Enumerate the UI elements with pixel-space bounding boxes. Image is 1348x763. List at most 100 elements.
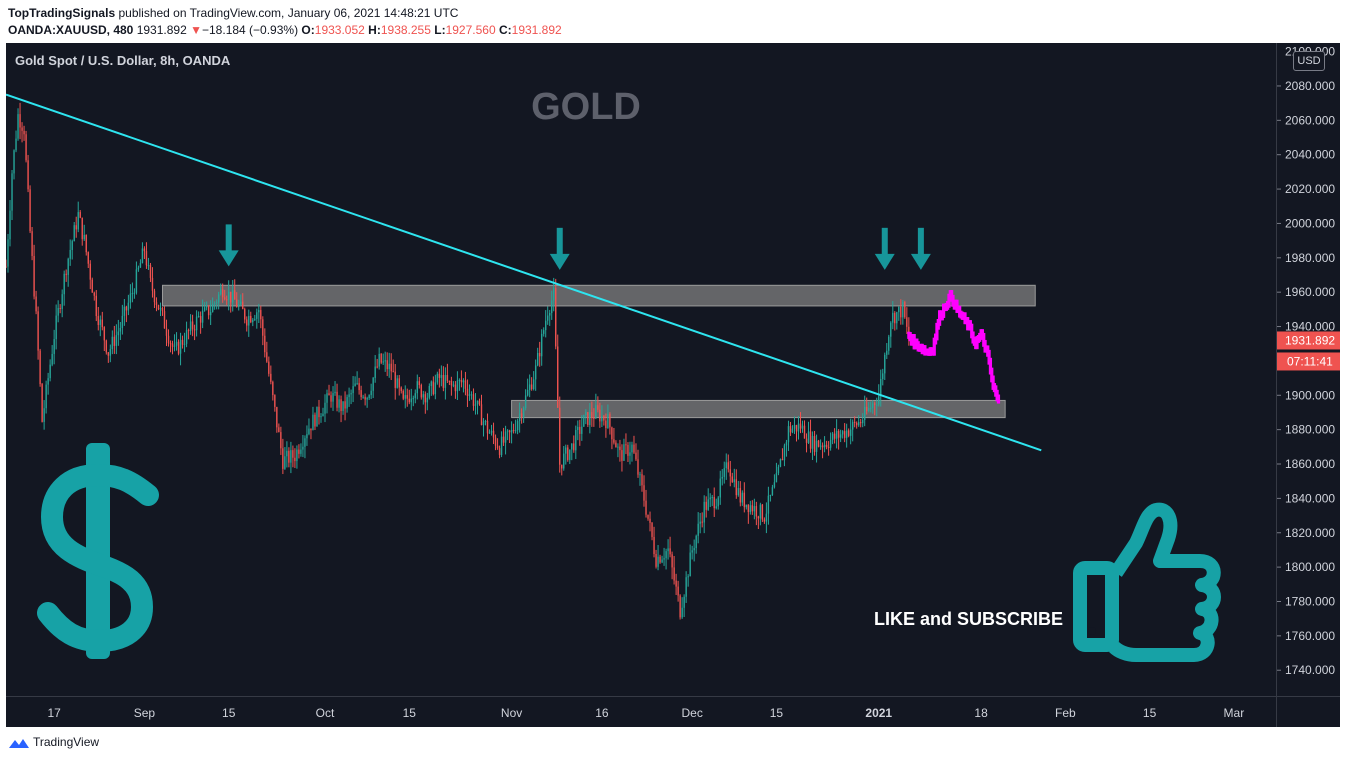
candle	[669, 536, 671, 558]
zone-1	[511, 399, 1006, 419]
price-axis[interactable]: 1740.000 1760.000 1780.000 1800.000 1820.000…	[1276, 43, 1340, 696]
candle	[7, 233, 9, 273]
candle	[111, 330, 114, 355]
candle	[864, 395, 866, 427]
candle	[452, 381, 455, 388]
candle	[418, 376, 421, 389]
candle	[751, 500, 754, 515]
candle	[894, 311, 896, 331]
candle	[902, 299, 904, 325]
candle	[163, 306, 166, 329]
candle	[366, 396, 368, 408]
candle	[450, 376, 453, 396]
candle	[821, 442, 824, 459]
candle	[440, 365, 443, 387]
candle	[434, 374, 437, 400]
close-value: 1931.892	[511, 23, 562, 37]
candle	[374, 355, 376, 383]
candle	[866, 397, 868, 415]
candle	[727, 454, 729, 473]
candle	[35, 290, 37, 315]
candle	[605, 413, 607, 438]
low-label: L:	[434, 23, 446, 37]
candle	[93, 291, 95, 301]
candle	[342, 401, 344, 415]
candle	[246, 316, 248, 332]
candle	[49, 359, 51, 382]
candle	[310, 428, 312, 440]
candle	[15, 130, 17, 153]
candle	[841, 430, 844, 439]
candle	[185, 321, 188, 348]
candle	[270, 365, 272, 385]
candle	[741, 490, 744, 506]
candle	[89, 260, 91, 290]
candle	[532, 371, 535, 391]
y-tick-label: 2080.000	[1285, 79, 1335, 93]
candle	[296, 445, 298, 469]
candle	[847, 428, 850, 438]
candle	[260, 305, 262, 329]
candle	[464, 371, 467, 396]
candle	[761, 503, 764, 522]
y-tick-label: 1900.000	[1285, 388, 1335, 402]
candle	[908, 317, 910, 346]
candle	[492, 422, 495, 445]
candle	[430, 380, 433, 396]
candle	[831, 431, 834, 445]
candle	[71, 239, 73, 260]
candle	[133, 288, 136, 299]
candle	[386, 352, 388, 377]
candle	[191, 314, 194, 337]
candle	[679, 594, 681, 620]
y-tick-label: 1860.000	[1285, 457, 1335, 471]
ohlc-line: OANDA:XAUUSD, 480 1931.892 ▼−18.184 (−0.…	[8, 23, 562, 37]
candle	[663, 547, 665, 566]
candle	[312, 406, 314, 431]
candle	[555, 278, 557, 350]
candle	[416, 374, 418, 400]
currency-button[interactable]: USD	[1293, 51, 1325, 71]
candle	[376, 358, 378, 369]
candle	[623, 438, 625, 462]
candle	[803, 420, 806, 439]
candle	[789, 421, 792, 437]
candle	[436, 371, 439, 385]
candle	[502, 427, 505, 446]
candle	[63, 270, 65, 306]
candle	[256, 308, 258, 329]
candle	[23, 125, 25, 141]
candle	[352, 376, 354, 403]
projection-bar	[935, 322, 939, 341]
candle	[67, 257, 69, 287]
candle	[113, 325, 116, 354]
y-tick-label: 1840.000	[1285, 491, 1335, 505]
candle	[817, 439, 820, 448]
plot-area[interactable]: GOLD LIKE and SUBSCRIBE	[6, 43, 1276, 696]
chart-area[interactable]: GOLD LIKE and SUBSCRIBE Gold Spot / U.S.…	[6, 43, 1340, 727]
candle	[57, 300, 59, 323]
candle	[815, 434, 818, 463]
candle	[264, 328, 266, 358]
author-name[interactable]: TopTradingSignals	[8, 6, 116, 20]
candle	[729, 460, 731, 487]
candle	[330, 391, 332, 408]
time-axis[interactable]: 17 Sep 15 Oct 15 Nov 16 Dec 15 2021 18 Feb 15 Mar	[6, 696, 1276, 727]
candle	[478, 398, 481, 406]
candle	[717, 496, 719, 510]
candle	[199, 311, 202, 334]
candle	[91, 277, 93, 293]
candle	[721, 469, 723, 486]
candle	[641, 469, 643, 492]
candle	[51, 345, 53, 367]
candle	[17, 108, 19, 141]
candle	[29, 185, 31, 234]
footer[interactable]: TradingView	[8, 735, 99, 753]
candle	[211, 297, 214, 313]
candle	[514, 419, 517, 434]
open-label: O:	[301, 23, 315, 37]
candle	[534, 359, 537, 391]
candle	[900, 299, 902, 325]
candle	[715, 498, 717, 510]
candle	[896, 311, 898, 330]
